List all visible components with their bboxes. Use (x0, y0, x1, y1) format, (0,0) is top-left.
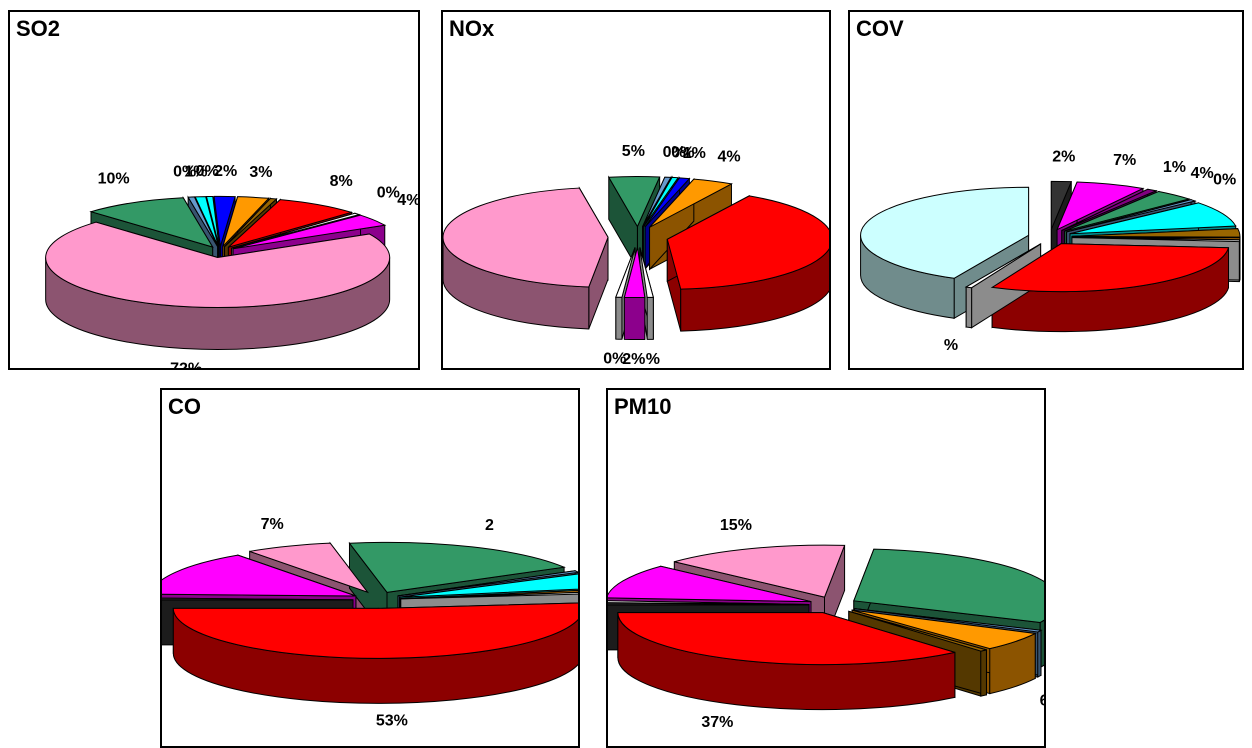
pie-slice-label: 0% (377, 184, 400, 201)
pie-chart-so2: 72%4%0%8%3%2%0%1%0%10% (10, 12, 420, 370)
pie-chart-cov: 45%%0%0%9%0%4%1%7%2% (850, 12, 1244, 370)
pie-slice-label: 3% (249, 164, 272, 181)
pie-slice-label: 4% (1191, 165, 1214, 182)
pie-slice-label: % (944, 337, 958, 354)
pie-slice-label: 5% (622, 143, 645, 160)
pie-slice-label: 2 (485, 517, 494, 534)
pie-slice-label: 37% (701, 714, 733, 731)
pie-slice-rim (624, 297, 644, 339)
pie-slice-label: 2% (622, 351, 645, 368)
pie-slice-label: 8% (330, 173, 353, 190)
pie-slice-rim (647, 297, 653, 339)
pie-chart-co: 53%0%0%5%0'27%15%0% (162, 390, 580, 748)
pie-slice-label: 53% (376, 712, 408, 729)
pie-slice-label: 7% (261, 516, 284, 533)
pie-chart-nox: 46%0%2%%4%1%0%0%5% (443, 12, 831, 370)
pie-slice-label: 72% (170, 360, 202, 370)
pie-chart-pm10: 37%6%0%315%11%% (608, 390, 1046, 748)
pie-slice-label: 0% (1213, 171, 1236, 188)
pie-slice-label: 2% (1052, 148, 1075, 165)
pie-slice-label: 10% (98, 171, 130, 188)
pie-slice-rim (966, 287, 971, 328)
chart-panel-cov: COV 45%%0%0%9%0%4%1%7%2% (848, 10, 1244, 370)
pie-slice-rim (981, 650, 987, 696)
chart-panel-so2: SO2 72%4%0%8%3%2%0%1%0%10% (8, 10, 420, 370)
pie-slice-label: 0% (663, 144, 686, 161)
pie-slice-label: 6% (1040, 692, 1046, 709)
pie-slice-label: 0% (173, 164, 196, 181)
chart-panel-nox: NOx 46%0%2%%4%1%0%0%5% (441, 10, 831, 370)
pie-slice-rim (616, 297, 622, 339)
pie-slice-rim (1038, 630, 1041, 677)
pie-slice-label: 4% (397, 192, 420, 209)
pie-slice-label: 15% (720, 517, 752, 534)
pie-slice-label: 7% (1113, 152, 1136, 169)
pie-slice-label: 1% (1163, 159, 1186, 176)
pie-slice-label: 4% (717, 149, 740, 166)
chart-panel-co: CO 53%0%0%5%0'27%15%0% (160, 388, 580, 748)
pie-slice-label: % (646, 351, 660, 368)
chart-panel-pm10: PM10 37%6%0%315%11%% (606, 388, 1046, 748)
